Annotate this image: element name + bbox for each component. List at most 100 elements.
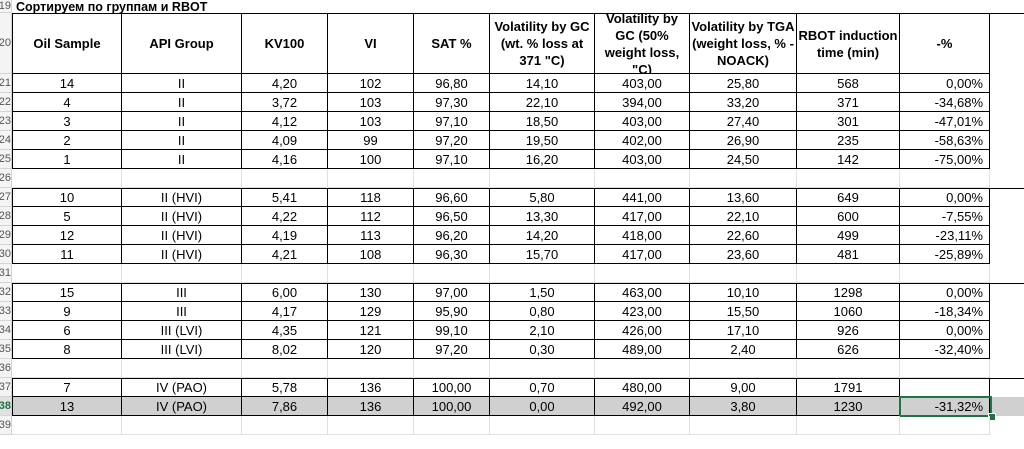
table-cell[interactable] <box>490 416 595 435</box>
row-header[interactable]: 23 <box>0 112 12 131</box>
table-cell[interactable]: 6 <box>12 321 122 340</box>
table-cell[interactable]: 3,80 <box>690 397 797 416</box>
table-cell[interactable]: 15,70 <box>490 245 595 264</box>
table-cell[interactable]: III <box>122 284 242 302</box>
table-cell[interactable]: 1,50 <box>490 284 595 302</box>
table-cell[interactable]: 112 <box>328 207 414 226</box>
table-cell[interactable]: 0,00% <box>900 189 990 207</box>
table-cell[interactable] <box>12 359 122 378</box>
table-cell[interactable]: 95,90 <box>414 302 490 321</box>
sheet-title[interactable]: Сортируем по группам и RBOT <box>16 0 208 14</box>
table-cell[interactable]: 100 <box>328 150 414 169</box>
column-header-cell[interactable]: -% <box>900 14 990 74</box>
table-cell[interactable] <box>122 264 242 283</box>
table-cell[interactable]: 18,50 <box>490 112 595 131</box>
table-cell[interactable]: 96,30 <box>414 245 490 264</box>
row-header[interactable]: 38 <box>0 397 12 416</box>
table-cell[interactable] <box>690 359 797 378</box>
table-cell[interactable]: -23,11% <box>900 226 990 245</box>
table-cell[interactable] <box>490 169 595 188</box>
table-cell[interactable]: 120 <box>328 340 414 359</box>
table-cell[interactable]: 1230 <box>797 397 900 416</box>
table-cell[interactable]: 0,00% <box>900 284 990 302</box>
table-cell[interactable]: 136 <box>328 397 414 416</box>
table-cell[interactable]: 10,10 <box>690 284 797 302</box>
table-cell[interactable]: III (LVI) <box>122 321 242 340</box>
table-cell[interactable] <box>900 169 990 188</box>
row-header[interactable]: 37 <box>0 378 12 397</box>
table-cell[interactable]: 403,00 <box>595 74 690 93</box>
table-cell[interactable] <box>328 359 414 378</box>
table-cell[interactable]: 14,10 <box>490 74 595 93</box>
table-cell[interactable] <box>12 264 122 283</box>
table-cell[interactable]: 97,20 <box>414 340 490 359</box>
table-cell[interactable]: 27,40 <box>690 112 797 131</box>
table-cell[interactable]: 96,20 <box>414 226 490 245</box>
table-cell[interactable] <box>595 416 690 435</box>
table-cell[interactable]: 4,35 <box>242 321 328 340</box>
table-cell[interactable]: 5,78 <box>242 379 328 397</box>
table-cell[interactable]: 0,00 <box>490 397 595 416</box>
table-cell[interactable]: II (HVI) <box>122 226 242 245</box>
row-header[interactable]: 36 <box>0 359 12 378</box>
table-cell[interactable] <box>690 416 797 435</box>
table-cell[interactable]: 118 <box>328 189 414 207</box>
table-cell[interactable]: 129 <box>328 302 414 321</box>
table-cell[interactable]: 9 <box>12 302 122 321</box>
table-cell[interactable]: 568 <box>797 74 900 93</box>
table-cell[interactable]: 108 <box>328 245 414 264</box>
table-cell[interactable]: 113 <box>328 226 414 245</box>
row-header[interactable]: 39 <box>0 416 12 435</box>
table-cell[interactable]: 4,19 <box>242 226 328 245</box>
table-cell[interactable]: 97,10 <box>414 150 490 169</box>
column-header-cell[interactable]: KV100 <box>242 14 328 74</box>
table-cell[interactable]: II (HVI) <box>122 189 242 207</box>
table-cell[interactable]: 6,00 <box>242 284 328 302</box>
table-cell[interactable]: 423,00 <box>595 302 690 321</box>
table-cell[interactable]: 11 <box>12 245 122 264</box>
row-header[interactable]: 34 <box>0 321 12 340</box>
column-header-cell[interactable]: RBOT induction time (min) <box>797 14 900 74</box>
table-cell[interactable]: 926 <box>797 321 900 340</box>
table-cell[interactable]: 649 <box>797 189 900 207</box>
table-cell[interactable] <box>900 359 990 378</box>
table-cell[interactable]: 97,30 <box>414 93 490 112</box>
table-cell[interactable] <box>797 359 900 378</box>
table-cell[interactable]: 0,80 <box>490 302 595 321</box>
table-cell[interactable]: 403,00 <box>595 150 690 169</box>
table-cell[interactable]: 8 <box>12 340 122 359</box>
table-cell[interactable]: 99 <box>328 131 414 150</box>
row-header[interactable]: 31 <box>0 264 12 283</box>
table-cell[interactable] <box>328 264 414 283</box>
row-header[interactable]: 27 <box>0 188 12 207</box>
table-cell[interactable]: 499 <box>797 226 900 245</box>
table-cell[interactable]: 15 <box>12 284 122 302</box>
table-cell[interactable]: 14 <box>12 74 122 93</box>
table-cell[interactable] <box>690 169 797 188</box>
table-cell[interactable]: 489,00 <box>595 340 690 359</box>
table-cell[interactable]: 4,12 <box>242 112 328 131</box>
table-cell[interactable]: -32,40% <box>900 340 990 359</box>
row-header[interactable]: 24 <box>0 131 12 150</box>
table-cell[interactable]: 4,17 <box>242 302 328 321</box>
table-cell[interactable]: 480,00 <box>595 379 690 397</box>
column-header-cell[interactable]: Oil Sample <box>12 14 122 74</box>
table-cell[interactable]: 4,21 <box>242 245 328 264</box>
table-cell[interactable]: 99,10 <box>414 321 490 340</box>
table-cell[interactable]: 4,09 <box>242 131 328 150</box>
table-cell[interactable]: 7 <box>12 379 122 397</box>
column-header-cell[interactable]: VI <box>328 14 414 74</box>
row-header[interactable]: 33 <box>0 302 12 321</box>
table-cell[interactable]: 417,00 <box>595 207 690 226</box>
table-cell[interactable]: 301 <box>797 112 900 131</box>
row-header[interactable]: 25 <box>0 150 12 169</box>
table-cell[interactable]: 96,50 <box>414 207 490 226</box>
table-cell[interactable]: IV (PAO) <box>122 397 242 416</box>
row-header[interactable]: 29 <box>0 226 12 245</box>
table-cell[interactable]: 4 <box>12 93 122 112</box>
table-cell[interactable]: 600 <box>797 207 900 226</box>
fill-handle[interactable] <box>988 413 996 421</box>
table-cell[interactable]: 14,20 <box>490 226 595 245</box>
table-cell[interactable]: 2 <box>12 131 122 150</box>
table-cell[interactable]: 626 <box>797 340 900 359</box>
